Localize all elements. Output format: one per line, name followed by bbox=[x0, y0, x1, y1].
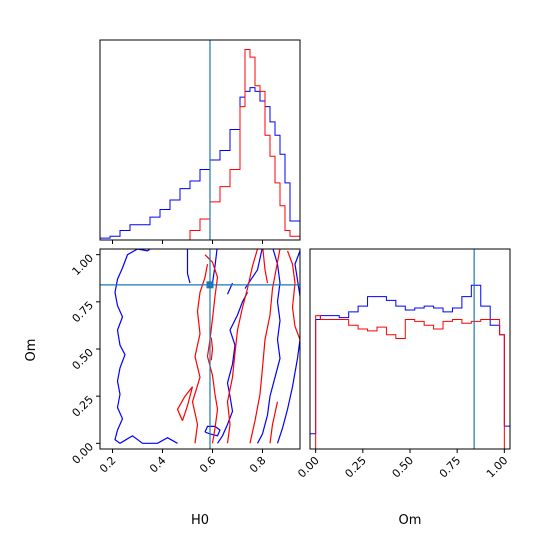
contour-17 bbox=[210, 337, 214, 361]
hist-om-step-series-0 bbox=[309, 284, 511, 449]
scatter-h0-om-panel bbox=[99, 248, 301, 450]
y-axis-label-om: Om bbox=[24, 339, 39, 362]
contour-10 bbox=[204, 254, 219, 444]
contour-15 bbox=[286, 250, 300, 340]
contour-14 bbox=[262, 249, 269, 284]
contour-9 bbox=[191, 263, 209, 444]
om-y-tick-label: 0.25 bbox=[70, 393, 97, 420]
contour-12 bbox=[226, 249, 259, 444]
contour-16 bbox=[269, 401, 279, 444]
contour-5 bbox=[217, 292, 249, 444]
om-y-tick-label: 1.00 bbox=[70, 252, 97, 279]
contour-2 bbox=[186, 249, 191, 284]
contour-11 bbox=[176, 386, 194, 421]
contour-6 bbox=[244, 249, 281, 444]
contour-4 bbox=[204, 425, 221, 437]
hist-h0-step-series-0 bbox=[99, 87, 301, 240]
om-x-tick-label: 0.50 bbox=[390, 454, 417, 481]
om-x-tick-label: 0.00 bbox=[295, 454, 322, 481]
contour-7 bbox=[276, 339, 300, 444]
hist-h0-panel bbox=[99, 39, 301, 241]
om-x-tick-label: 1.00 bbox=[484, 454, 511, 481]
contour-0 bbox=[114, 249, 178, 445]
h0-tick-label: 0.8 bbox=[247, 454, 269, 476]
hist-h0-step-series-1 bbox=[100, 49, 301, 241]
x-axis-label-h0: H0 bbox=[191, 513, 209, 528]
h0-tick-label: 0.2 bbox=[97, 454, 119, 476]
contour-8 bbox=[294, 250, 300, 297]
scatter-truth-marker bbox=[206, 281, 214, 289]
contour-13 bbox=[249, 249, 281, 444]
scatter-frame bbox=[99, 248, 301, 450]
om-y-tick-label: 0.00 bbox=[70, 440, 97, 467]
contour-1 bbox=[211, 249, 218, 284]
om-x-tick-label: 0.25 bbox=[342, 454, 369, 481]
om-y-tick-label: 0.75 bbox=[70, 299, 97, 326]
hist-om-panel bbox=[309, 248, 511, 450]
h0-tick-label: 0.6 bbox=[197, 454, 219, 476]
hist-om-frame bbox=[309, 248, 511, 450]
hist-h0-frame bbox=[99, 39, 301, 241]
om-y-tick-label: 0.50 bbox=[70, 346, 97, 373]
hist-om-step-series-1 bbox=[310, 315, 510, 450]
h0-tick-label: 0.4 bbox=[147, 454, 169, 476]
om-x-tick-label: 0.75 bbox=[437, 454, 464, 481]
x-axis-label-om: Om bbox=[399, 513, 422, 528]
